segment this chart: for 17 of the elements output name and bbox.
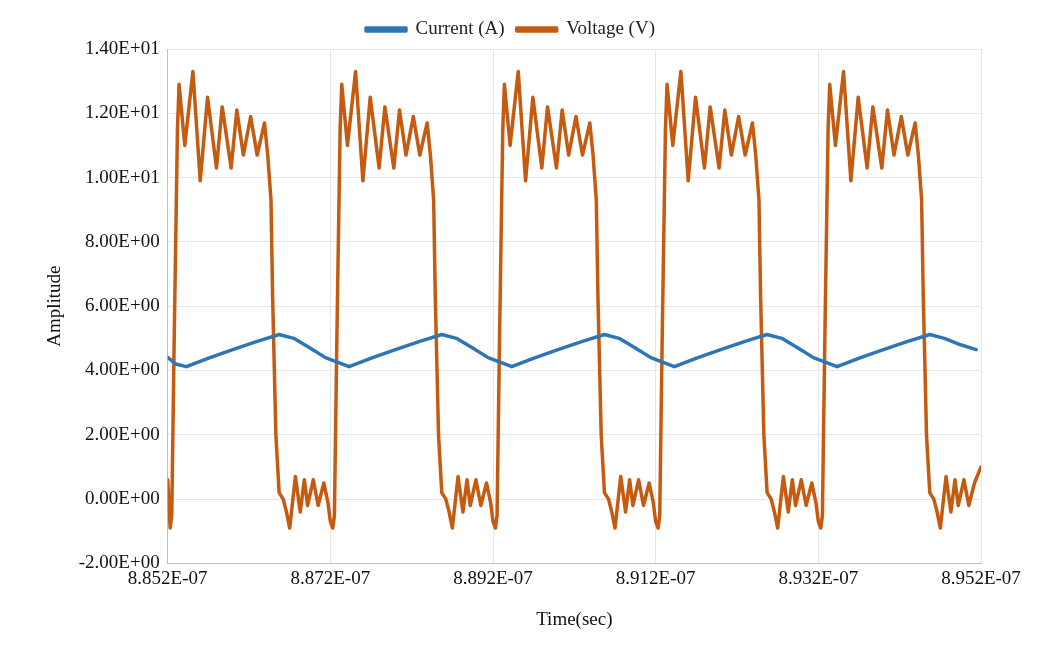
x-axis-title: Time(sec)	[536, 607, 613, 630]
y-tick-label: 2.00E+00	[85, 422, 160, 444]
x-tick-label: 8.952E-07	[941, 566, 1021, 588]
legend-label: Voltage (V)	[566, 17, 655, 40]
x-tick-label: 8.932E-07	[778, 566, 859, 588]
x-tick-label: 8.912E-07	[615, 566, 696, 588]
x-tick-label: 8.892E-07	[453, 566, 533, 588]
y-tick-label: 1.20E+01	[85, 101, 160, 123]
y-tick-label: 6.00E+00	[85, 294, 160, 316]
legend-label: Current (A)	[415, 17, 505, 40]
y-tick-label: 4.00E+00	[85, 358, 160, 380]
y-tick-label: 1.40E+01	[85, 36, 160, 58]
x-tick-label: 8.872E-07	[290, 566, 371, 588]
y-tick-label: 8.00E+00	[85, 229, 160, 251]
y-axis-title: Amplitude	[43, 265, 65, 347]
y-tick-label: 0.00E+00	[85, 487, 160, 509]
y-tick-label: 1.00E+01	[85, 165, 160, 187]
